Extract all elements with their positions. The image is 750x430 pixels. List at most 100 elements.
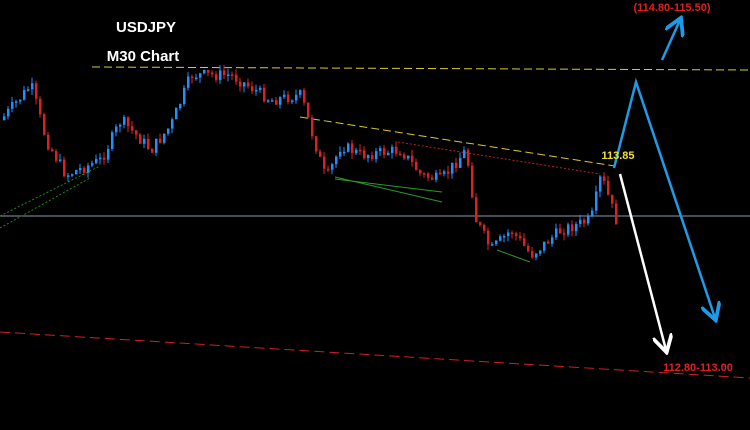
candle-part <box>199 73 202 78</box>
candle-part <box>371 155 374 160</box>
candle-part <box>495 240 498 245</box>
guide-line <box>0 165 101 217</box>
candle-part <box>511 232 514 235</box>
candle-part <box>235 74 238 82</box>
candle-part <box>35 83 38 99</box>
candle-part <box>107 148 110 160</box>
candle-part <box>307 102 310 118</box>
candle-part <box>535 253 538 258</box>
candle-part <box>147 138 150 149</box>
candle-part <box>499 236 502 241</box>
candle-part <box>91 163 94 166</box>
candle-part <box>195 77 198 80</box>
title: USDJPY <box>116 19 176 36</box>
candle-part <box>527 245 530 252</box>
candle-part <box>183 87 186 104</box>
candle-part <box>3 116 6 120</box>
candle-part <box>435 172 438 180</box>
candle-part <box>503 235 506 238</box>
candle-part <box>99 157 102 160</box>
candle-part <box>443 171 446 174</box>
candle-part <box>459 158 462 168</box>
candle-part <box>151 148 154 153</box>
candle-part <box>595 191 598 211</box>
candle-part <box>287 94 290 103</box>
candle-part <box>587 216 590 224</box>
candle-part <box>191 76 194 79</box>
candle-part <box>447 171 450 174</box>
candle-part <box>395 146 398 154</box>
candle-part <box>71 174 74 176</box>
candle-part <box>291 100 294 103</box>
candle-part <box>403 154 406 159</box>
support-line <box>0 331 750 379</box>
candle-part <box>343 151 346 154</box>
candle-part <box>167 128 170 134</box>
candle-part <box>27 89 30 91</box>
candle-part <box>367 155 370 159</box>
candle-part <box>179 103 182 109</box>
candle-part <box>507 232 510 236</box>
candle-part <box>203 69 206 74</box>
candle-part <box>19 99 22 102</box>
candle-part <box>603 176 606 181</box>
candle-part <box>539 250 542 254</box>
candle-part <box>63 159 66 177</box>
candle-part <box>387 152 390 156</box>
candle-part <box>247 82 250 87</box>
candle-part <box>103 157 106 160</box>
candle-part <box>383 148 386 156</box>
candle-part <box>431 177 434 180</box>
candle-part <box>355 149 358 154</box>
candle-part <box>115 126 118 133</box>
candle-part <box>463 150 466 159</box>
candle-part <box>323 156 326 169</box>
candle-part <box>119 124 122 127</box>
candle-part <box>363 150 366 159</box>
candle-part <box>143 138 146 144</box>
candle-part <box>95 158 98 164</box>
guide-line <box>334 178 443 193</box>
candle-part <box>567 224 570 235</box>
candle-part <box>391 146 394 153</box>
candle-part <box>55 151 58 161</box>
candle-part <box>455 162 458 168</box>
candle-part <box>615 203 618 225</box>
candle-part <box>475 197 478 223</box>
candle-part <box>423 173 426 175</box>
candle-part <box>315 136 318 152</box>
candle-part <box>47 134 50 150</box>
guide-line <box>496 249 531 263</box>
candle-part <box>351 143 354 154</box>
candle-part <box>479 222 482 225</box>
candle-part <box>227 74 230 77</box>
trend-line <box>299 116 616 167</box>
candle-part <box>399 153 402 156</box>
candle-part <box>155 138 158 153</box>
candle-part <box>579 219 582 224</box>
level-label: 113.85 <box>601 150 634 162</box>
candle-part <box>175 108 178 120</box>
candle-part <box>611 194 614 204</box>
subtitle: M30 Chart <box>107 48 180 65</box>
candle-part <box>131 126 134 131</box>
candle-part <box>379 148 382 152</box>
candle-part <box>427 173 430 178</box>
candle-part <box>551 237 554 244</box>
candle-part <box>83 167 86 173</box>
candle-part <box>43 114 46 135</box>
candle-part <box>451 162 454 174</box>
guide-line <box>397 141 601 175</box>
candle-part <box>419 170 422 174</box>
candle-part <box>599 176 602 192</box>
candle-part <box>515 233 518 236</box>
candle-part <box>487 230 490 245</box>
candle-part <box>467 150 470 166</box>
candle-part <box>335 156 338 165</box>
candle-part <box>531 251 534 258</box>
candle-part <box>163 133 166 143</box>
candle-part <box>79 167 82 171</box>
candle-part <box>547 241 550 244</box>
